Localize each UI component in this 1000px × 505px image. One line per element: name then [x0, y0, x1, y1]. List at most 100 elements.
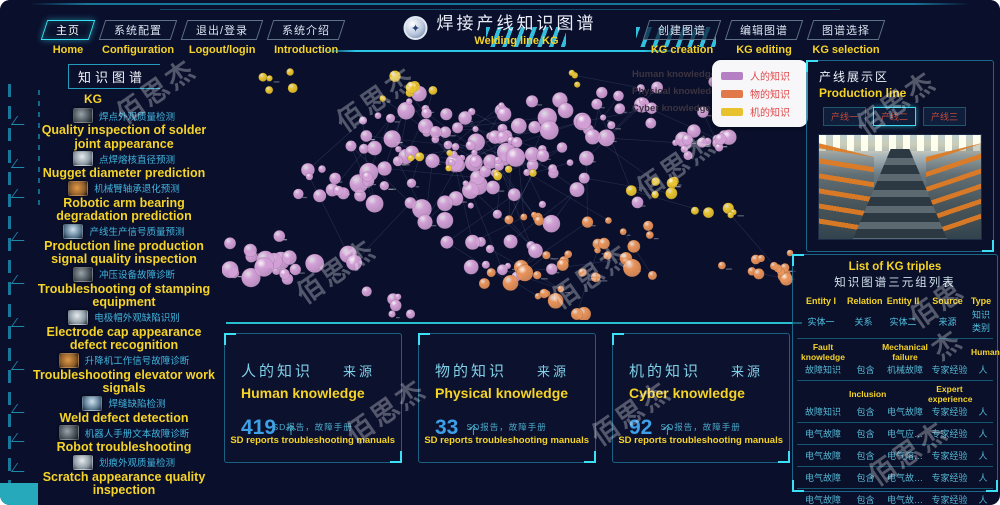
nav-label-zh[interactable]: 退出/登录	[180, 20, 264, 40]
triple-row: 电气故障 包含 电气熔… 专家经验人	[797, 444, 993, 466]
sidebar-item-production-line-production-signal-quality-inspection[interactable]: 产线生产信号质量预测 Production line production si…	[28, 223, 220, 267]
graph-baseline	[226, 322, 802, 324]
nav-item-logout-login[interactable]: 退出/登录 Logout/login	[180, 20, 264, 56]
sidebar-item-nugget-diameter-prediction[interactable]: 点焊熔核直径预测 Nugget diameter prediction	[28, 151, 220, 181]
sidebar-item-label-zh: 点焊熔核直径预测	[98, 154, 175, 166]
triple-cell: 电气熔…	[886, 451, 923, 461]
triple-cell: 包含	[856, 495, 875, 505]
sidebar-item-scratch-appearance-quality-inspection[interactable]: 划痕外观质量检测 Scratch appearance quality insp…	[28, 454, 220, 498]
nav-item-kg-selection[interactable]: 图谱选择 KG selection	[806, 20, 886, 56]
knowledge-graph-area[interactable]: Human knowledge Physical knowledge Cyber k…	[222, 58, 808, 324]
bottom-left-accent	[0, 483, 38, 505]
nav-item-kg-creation[interactable]: 创建图谱 KG creation	[642, 20, 722, 56]
sidebar-item-label-en: Troubleshooting of stamping equipment	[37, 281, 211, 309]
triple-overlay-en: Expert experience	[928, 384, 973, 404]
sidebar-item-label-zh: 电极帽外观缺陷识别	[94, 313, 180, 324]
stat-source-label: 来源	[537, 364, 570, 379]
production-line-button-2[interactable]: 产线二	[873, 107, 917, 126]
sidebar-item-troubleshooting-of-stamping-equipment[interactable]: 冲压设备故障诊断 Troubleshooting of stamping equ…	[28, 266, 220, 310]
sidebar-item-label-zh: 划痕外观质量检测	[98, 458, 175, 469]
knowledge-stat-card-cyber-knowledge: 机的知识 来源 Cyber knowledge 92 个 SD报告，故障手册 S…	[612, 333, 790, 463]
triples-col-header-en: Entity I	[805, 296, 836, 306]
legend-label-zh: 人的知识	[750, 72, 790, 83]
sidebar-title-en: KG	[84, 92, 102, 106]
item-thumbnail-icon	[72, 151, 93, 166]
sidebar-rail	[8, 84, 11, 485]
legend-label-en: Cyber knowledge	[632, 103, 711, 114]
stat-source-en: SD reports troubleshooting manuals	[424, 435, 589, 446]
sidebar-item-label-en: Robotic arm bearing degradation predicti…	[56, 195, 192, 223]
nav-label-en: Logout/login	[188, 44, 256, 56]
knowledge-graph-canvas[interactable]	[222, 58, 798, 320]
sidebar-item-electrode-cap-appearance-defect-recognition[interactable]: 电极帽外观缺陷识别 Electrode cap appearance defec…	[28, 309, 220, 353]
nav-label-zh[interactable]: 系统介绍	[266, 20, 346, 40]
sidebar-item-label-en: Nugget diameter prediction	[42, 166, 206, 180]
header-frame-line-2	[160, 9, 840, 10]
triple-cell: 包含	[856, 407, 875, 417]
item-thumbnail-icon	[58, 352, 79, 368]
stat-title-zh: 机的知识	[629, 363, 702, 380]
legend-row: 物的知识	[721, 86, 799, 101]
item-thumbnail-icon	[72, 454, 93, 470]
stat-source-label: 来源	[731, 364, 764, 379]
nav-item-kg-editing[interactable]: 编辑图谱 KG editing	[724, 20, 804, 56]
production-line-button-1[interactable]: 产线一	[823, 107, 867, 126]
sidebar-item-label-zh: 焊缝缺陷检测	[108, 399, 166, 410]
triple-cell: 专家经验	[931, 407, 968, 417]
knowledge-stats-row: 人的知识 来源 Human knowledge 419 个 SD报告，故障手册 …	[224, 333, 790, 463]
nav-item-configuration[interactable]: 系统配置 Configuration	[98, 20, 178, 56]
triple-cell: 专家经验	[931, 365, 968, 375]
triple-overlay-en: Inclusion	[849, 389, 887, 399]
legend-label-en: Physical knowledge	[632, 86, 723, 97]
sidebar-item-troubleshooting-elevator-work-signals[interactable]: 升降机工作信号故障诊断 Troubleshooting elevator wor…	[28, 352, 220, 396]
production-line-selector: 产线一 产线二 产线三	[823, 107, 993, 126]
legend-english-labels: Human knowledge Physical knowledge Cyber k…	[632, 66, 722, 117]
nav-label-zh[interactable]: 创建图谱	[642, 20, 722, 40]
triple-cell: 人	[978, 495, 988, 505]
sidebar-item-label-en: Quality inspection of solder joint appea…	[41, 123, 207, 151]
stat-source-en: SD reports troubleshooting manuals	[618, 435, 783, 446]
sidebar-item-label-zh: 机器人手册文本故障诊断	[84, 428, 190, 440]
nav-label-en: Configuration	[102, 44, 175, 56]
stat-title-en: Cyber knowledge	[629, 385, 745, 401]
triple-overlay-en: Fault knowledge	[801, 342, 845, 362]
stat-count: 419	[241, 416, 277, 439]
stat-source-zh: SD报告，故障手册	[660, 422, 741, 432]
triple-cell: 人	[978, 429, 988, 439]
stat-title-en: Physical knowledge	[435, 385, 569, 401]
sidebar-item-robot-troubleshooting[interactable]: 机器人手册文本故障诊断 Robot troubleshooting	[28, 425, 220, 455]
sidebar-item-label-en: Production line production signal qualit…	[44, 238, 204, 266]
triple-cell: 电气故…	[886, 473, 923, 483]
triple-cell: 电气故障	[804, 429, 841, 439]
nav-label-zh[interactable]: 系统配置	[98, 20, 178, 40]
triple-cell: 电气故障	[886, 407, 923, 417]
triple-row: 电气故障 包含 电气应… 专家经验人	[797, 422, 993, 444]
production-panel-title-zh: 产线展示区	[819, 70, 890, 84]
panel-corner	[982, 240, 994, 252]
triple-cell: 包含	[856, 365, 875, 375]
stat-unit: 个	[285, 425, 297, 437]
main-nav-left: 主页 Home 系统配置 Configuration 退出/登录 Logout/…	[40, 20, 346, 56]
nav-label-zh[interactable]: 图谱选择	[806, 20, 886, 40]
sidebar-item-weld-defect-detection[interactable]: 焊缝缺陷检测 Weld defect detection	[28, 395, 220, 426]
triples-header-zh: 实体一 关系 实体二 来源 知识类别	[795, 307, 995, 334]
production-line-button-3[interactable]: 产线三	[923, 107, 967, 126]
production-line-panel: 产线展示区 Production line 产线一 产线二 产线三	[806, 60, 994, 252]
sidebar-item-label-zh: 升降机工作信号故障诊断	[84, 356, 190, 367]
nav-label-zh[interactable]: 主页	[40, 20, 96, 40]
nav-label-zh[interactable]: 编辑图谱	[724, 20, 804, 40]
stat-source-zh: SD报告，故障手册	[466, 422, 547, 432]
stat-count: 92	[629, 416, 653, 439]
triples-col-header-zh: 来源	[938, 316, 957, 327]
sidebar-item-quality-inspection-of-solder-joint-appearance[interactable]: 焊点外观质量检测 Quality inspection of solder jo…	[28, 108, 220, 151]
triple-cell: 人	[978, 473, 988, 483]
nav-item-introduction[interactable]: 系统介绍 Introduction	[266, 20, 346, 56]
nav-label-en: KG creation	[650, 44, 714, 56]
triple-cell: 专家经验	[931, 473, 968, 483]
nav-item-home[interactable]: 主页 Home	[40, 20, 96, 56]
sidebar-item-label-zh: 焊点外观质量检测	[98, 111, 175, 123]
triple-row: Fault knowledge Mechanical failure Human 故…	[797, 338, 1000, 380]
triple-cell: 机械故障	[886, 365, 923, 375]
sidebar-item-robotic-arm-bearing-degradation-prediction[interactable]: 机械臂轴承退化预测 Robotic arm bearing degradatio…	[28, 180, 220, 224]
